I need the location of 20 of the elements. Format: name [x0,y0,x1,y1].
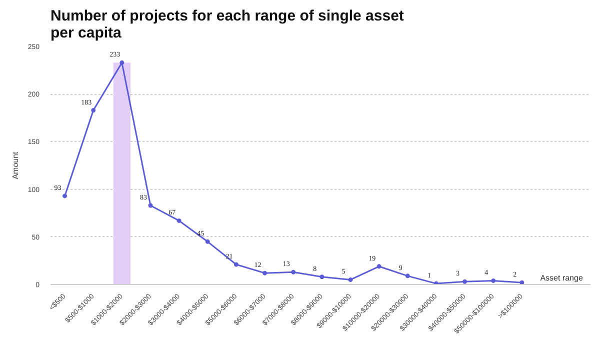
point [405,274,410,278]
point [120,60,124,65]
point [491,278,496,283]
point [234,262,238,267]
point [348,277,353,282]
point [320,274,324,280]
y-axis-title: Amount [10,150,20,180]
point [176,218,182,223]
point [376,264,382,269]
point [434,281,438,284]
x-axis-title: Asset range [540,274,584,282]
point [205,239,210,244]
point [462,279,468,284]
point [91,108,96,113]
point [148,203,153,208]
point [262,270,268,276]
point [62,194,68,198]
chart-title: Number of projects for each range of single asset per capita [50,8,404,42]
point [520,280,524,284]
point [291,270,296,274]
